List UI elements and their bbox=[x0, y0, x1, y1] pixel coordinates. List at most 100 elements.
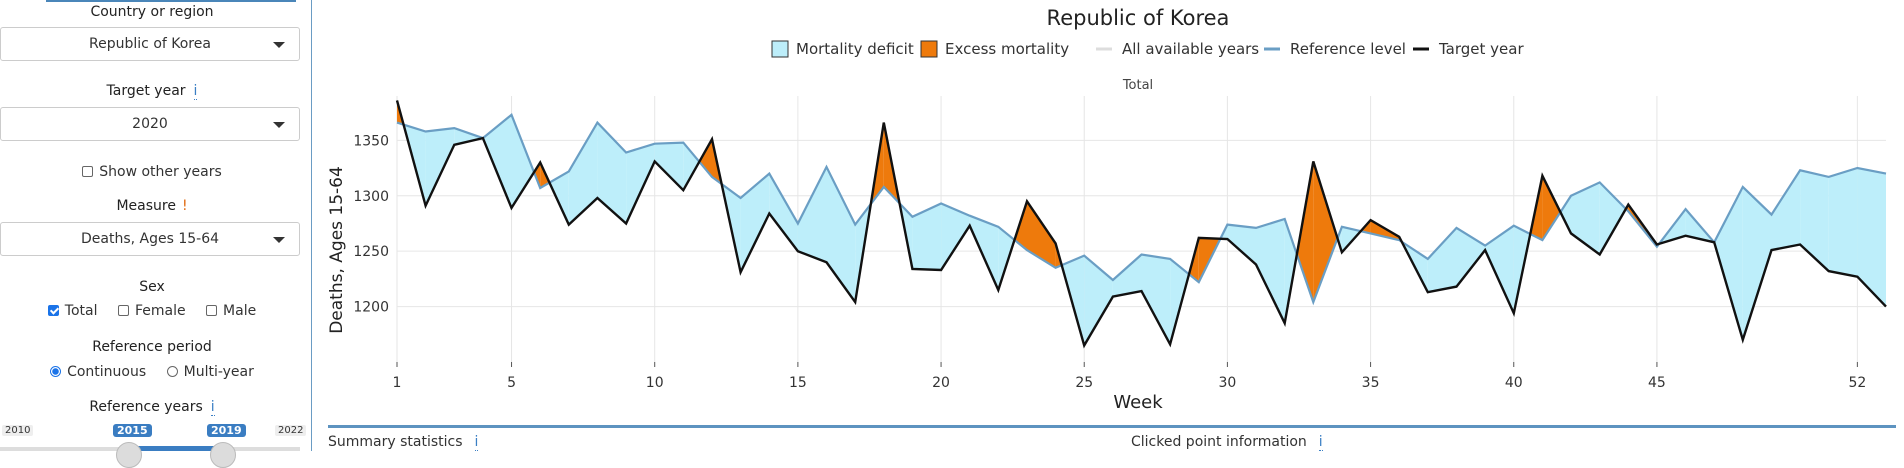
show-other-years-checkbox[interactable] bbox=[82, 166, 94, 177]
target-year-select[interactable]: 2020 bbox=[0, 107, 300, 141]
excess-mortality-area[interactable] bbox=[397, 100, 404, 125]
measure-select[interactable]: Deaths, Ages 15-64 bbox=[0, 222, 300, 256]
target-year-line[interactable] bbox=[395, 100, 1887, 349]
mortality-deficit-area[interactable] bbox=[826, 166, 856, 303]
excess-mortality-area[interactable] bbox=[1296, 161, 1314, 303]
sex-female-option[interactable]: Female bbox=[117, 303, 186, 319]
reference-level-line[interactable] bbox=[396, 112, 1887, 306]
legend-deficit-swatch bbox=[771, 40, 789, 58]
mortality-deficit-area[interactable] bbox=[1141, 254, 1171, 345]
clicked-point-label: Clicked point information bbox=[1131, 434, 1307, 450]
info-icon[interactable]: i bbox=[210, 399, 215, 416]
ref-multiyear-option[interactable]: Multi-year bbox=[166, 364, 254, 380]
x-tick-label: 10 bbox=[646, 375, 664, 391]
sex-male-label: Male bbox=[223, 303, 257, 319]
ref-continuous-option[interactable]: Continuous bbox=[50, 364, 146, 380]
excess-mortality-area[interactable] bbox=[1313, 161, 1338, 303]
target-year-label: Target year bbox=[106, 83, 186, 99]
chart-lines bbox=[395, 100, 1887, 349]
mortality-deficit-area[interactable] bbox=[1284, 219, 1297, 324]
mortality-deficit-area[interactable] bbox=[1571, 182, 1600, 255]
info-icon[interactable]: i bbox=[193, 83, 198, 100]
ref-years-label: Reference years bbox=[89, 399, 203, 415]
sex-male-checkbox[interactable] bbox=[206, 305, 218, 316]
mortality-deficit-area[interactable] bbox=[1742, 186, 1772, 340]
legend-excess-swatch bbox=[920, 40, 938, 58]
warning-icon[interactable]: ! bbox=[181, 198, 188, 214]
excess-mortality-area[interactable] bbox=[699, 139, 712, 177]
excess-mortality-area[interactable] bbox=[1027, 201, 1056, 268]
mortality-deficit-area[interactable] bbox=[1800, 170, 1829, 272]
summary-statistics-header: Summary statistics i bbox=[328, 434, 479, 451]
mortality-deficit-area[interactable] bbox=[1714, 186, 1743, 340]
mortality-deficit-area[interactable] bbox=[797, 166, 827, 263]
mortality-deficit-area[interactable] bbox=[941, 203, 970, 271]
measure-select-value: Deaths, Ages 15-64 bbox=[80, 231, 220, 247]
mortality-deficit-area[interactable] bbox=[1084, 255, 1113, 346]
x-tick-label: 45 bbox=[1648, 375, 1666, 391]
mortality-deficit-area[interactable] bbox=[1227, 224, 1256, 265]
chevron-down-icon bbox=[273, 42, 285, 48]
mortality-deficit-area[interactable] bbox=[568, 122, 598, 225]
mortality-deficit-area[interactable] bbox=[1560, 195, 1571, 234]
mortality-deficit-area[interactable] bbox=[740, 173, 770, 273]
x-tick-label: 15 bbox=[789, 375, 807, 391]
chart-legend: Mortality deficit Excess mortality All a… bbox=[771, 40, 1524, 58]
chevron-down-icon bbox=[273, 122, 285, 128]
mortality-deficit-area[interactable] bbox=[721, 184, 741, 273]
measure-label-row: Measure! bbox=[0, 198, 304, 214]
country-select[interactable]: Republic of Korea bbox=[0, 27, 300, 61]
legend-excess-label[interactable]: Excess mortality bbox=[945, 40, 1069, 58]
slider-max-label: 2022 bbox=[275, 425, 307, 436]
info-icon[interactable]: i bbox=[474, 434, 479, 451]
x-tick-label: 30 bbox=[1218, 375, 1236, 391]
mortality-deficit-area[interactable] bbox=[654, 142, 684, 191]
sex-female-checkbox[interactable] bbox=[117, 305, 129, 316]
legend-deficit-label[interactable]: Mortality deficit bbox=[796, 40, 914, 58]
chart-fills bbox=[397, 100, 1886, 346]
mortality-deficit-area[interactable] bbox=[1771, 170, 1801, 251]
mortality-deficit-area[interactable] bbox=[626, 143, 655, 224]
mortality-deficit-area[interactable] bbox=[482, 114, 512, 208]
sex-female-label: Female bbox=[134, 303, 186, 319]
mortality-deficit-area[interactable] bbox=[683, 142, 700, 191]
chart-subtitle: Total bbox=[1122, 78, 1153, 93]
summary-statistics-label: Summary statistics bbox=[328, 434, 463, 450]
mortality-deficit-area[interactable] bbox=[1112, 254, 1142, 297]
slider-from-handle[interactable] bbox=[116, 442, 142, 468]
legend-all-years-label[interactable]: All available years bbox=[1122, 40, 1259, 58]
mortality-deficit-area[interactable] bbox=[597, 122, 627, 224]
mortality-deficit-area[interactable] bbox=[1427, 227, 1457, 293]
y-tick-label: 1300 bbox=[353, 189, 389, 205]
mortality-deficit-area[interactable] bbox=[769, 173, 798, 252]
mortality-deficit-area[interactable] bbox=[425, 128, 455, 206]
legend-reference-label[interactable]: Reference level bbox=[1290, 40, 1406, 58]
show-other-years-row[interactable]: Show other years bbox=[0, 164, 304, 180]
sex-male-option[interactable]: Male bbox=[206, 303, 256, 319]
legend-target-label[interactable]: Target year bbox=[1438, 40, 1524, 58]
mortality-deficit-area[interactable] bbox=[912, 203, 942, 271]
main-panel: 1200 1250 1300 1350 1 5 10 15 20 25 30 35 40 45 52 Rep… bbox=[312, 0, 1904, 451]
mortality-deficit-area[interactable] bbox=[1599, 182, 1626, 255]
slider-to-label: 2019 bbox=[207, 424, 246, 437]
mortality-deficit-area[interactable] bbox=[1828, 168, 1858, 277]
info-icon[interactable]: i bbox=[1318, 434, 1323, 451]
ref-multiyear-label: Multi-year bbox=[183, 364, 254, 380]
sex-total-option[interactable]: Total bbox=[47, 303, 98, 319]
ref-multiyear-radio[interactable] bbox=[166, 366, 178, 377]
mortality-deficit-area[interactable] bbox=[454, 128, 483, 145]
x-tick-label: 1 bbox=[393, 375, 402, 391]
mortality-deficit-area[interactable] bbox=[1456, 227, 1486, 287]
mortality-deficit-area[interactable] bbox=[511, 114, 535, 208]
x-tick-label: 40 bbox=[1505, 375, 1523, 391]
excess-mortality-area[interactable] bbox=[1542, 175, 1561, 241]
slider-to-handle[interactable] bbox=[210, 442, 236, 468]
chart-grid bbox=[396, 96, 1886, 362]
sex-total-checkbox[interactable] bbox=[47, 305, 59, 316]
mortality-deficit-area[interactable] bbox=[1485, 225, 1514, 314]
ref-period-label: Reference period bbox=[92, 339, 212, 355]
mortality-deficit-area[interactable] bbox=[1256, 219, 1285, 324]
mortality-deficit-area[interactable] bbox=[1857, 168, 1886, 307]
ref-continuous-radio[interactable] bbox=[50, 366, 62, 377]
